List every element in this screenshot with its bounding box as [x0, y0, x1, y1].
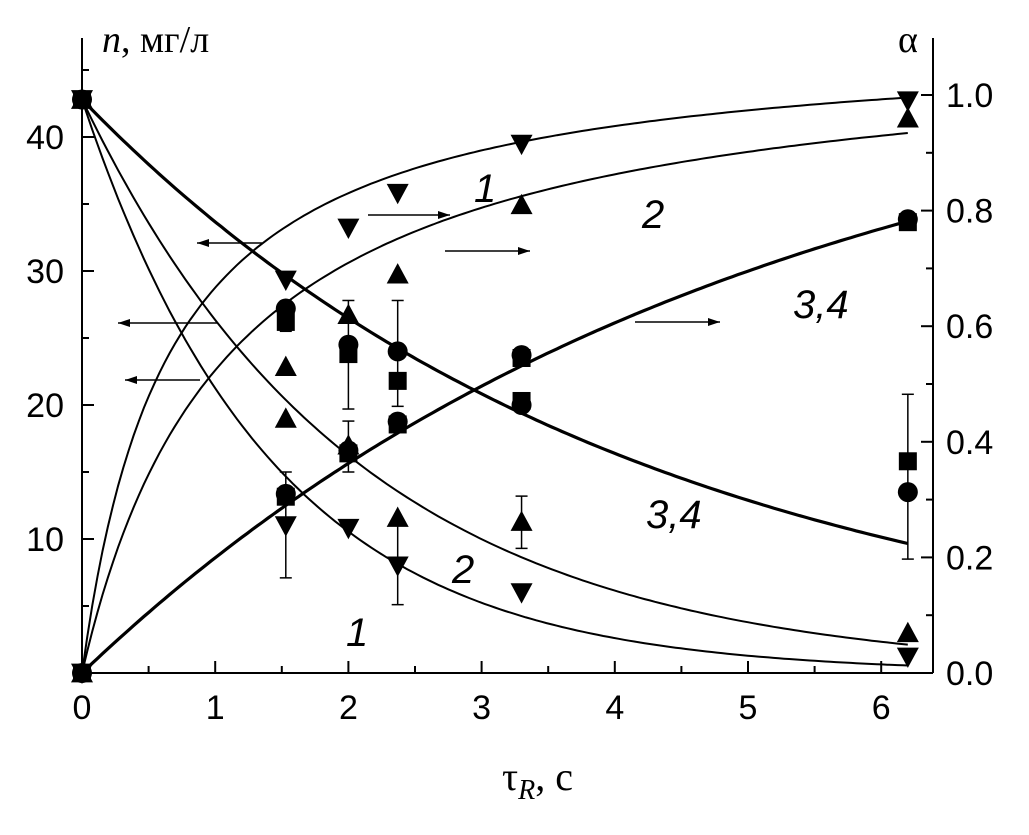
marker-triangle-up [274, 407, 297, 428]
marker-square [276, 487, 295, 506]
marker-square [898, 452, 917, 471]
arrow-head [118, 319, 130, 327]
data-markers [71, 88, 919, 684]
y-left-label: n, мг/л [102, 19, 209, 61]
fit-curves [80, 96, 909, 675]
arrow-head [438, 211, 450, 219]
axis-arrows [118, 211, 720, 384]
marker-triangle-down [896, 91, 919, 112]
marker-triangle-down [510, 583, 533, 604]
x-axis-label-unit: , с [535, 754, 573, 799]
y-left-tick-label: 20 [26, 387, 64, 425]
marker-square [339, 444, 358, 463]
arrow-head [518, 247, 530, 255]
tick-marks [81, 69, 933, 673]
y-right-tick-label: 1.0 [946, 77, 993, 115]
y-right-tick-label: 0.6 [946, 308, 993, 346]
x-tick-label: 5 [739, 689, 758, 727]
marker-triangle-down [386, 183, 409, 205]
curve-label-2-left: 2 [451, 548, 474, 592]
arrow-head [197, 239, 209, 247]
marker-triangle-down [274, 270, 297, 291]
marker-square [73, 90, 91, 109]
y-left-label-symbol: n [102, 19, 121, 61]
curve-label-2-right: 2 [641, 193, 664, 237]
x-axis-label-subscript: R [517, 775, 535, 806]
marker-square [276, 312, 295, 331]
y-right-tick-label: 0.8 [946, 193, 993, 231]
x-tick-label: 0 [73, 689, 92, 727]
curve-label-1-right: 1 [474, 167, 496, 211]
x-tick-label: 3 [472, 689, 491, 727]
fit-curve-n-2 [81, 99, 908, 646]
error-bars [279, 299, 914, 606]
marker-triangle-down [274, 516, 297, 537]
y-left-tick-label: 40 [26, 119, 64, 157]
arrow-head [125, 376, 137, 384]
axes-frame [81, 38, 934, 674]
marker-square [388, 371, 407, 390]
y-right-tick-label: 0.4 [946, 424, 993, 462]
fit-curve-alpha-1 [81, 96, 908, 674]
marker-triangle-up [896, 107, 919, 128]
fit-curve-n-1 [81, 99, 908, 667]
y-right-label: α [898, 19, 918, 61]
marker-triangle-up [386, 263, 409, 284]
y-left-tick-label: 10 [26, 521, 64, 559]
y-right-tick-label: 0.0 [946, 655, 993, 693]
arrow-head [708, 318, 720, 326]
x-axis-label-symbol: τ [502, 754, 518, 799]
fit-curve-alpha-34 [80, 219, 909, 675]
fit-curve-n-34 [80, 98, 909, 546]
marker-square [512, 348, 531, 367]
marker-triangle-up [510, 193, 533, 215]
y-left-tick-label: 30 [26, 253, 64, 291]
marker-triangle-down [896, 647, 919, 668]
curve-label-34-right: 3,4 [793, 283, 849, 327]
marker-triangle-up [337, 303, 360, 324]
x-tick-label: 1 [206, 689, 225, 727]
x-axis-label: τR, с [502, 754, 573, 806]
marker-triangle-up [510, 510, 533, 531]
marker-triangle-down [510, 134, 533, 156]
marker-circle [897, 482, 918, 503]
marker-circle [387, 341, 408, 362]
y-left-label-unit: , мг/л [121, 19, 209, 61]
marker-triangle-down [337, 218, 360, 239]
marker-square [73, 664, 91, 682]
marker-square [898, 213, 917, 232]
marker-square [512, 391, 531, 410]
x-tick-label: 2 [339, 689, 358, 727]
marker-triangle-up [386, 506, 409, 527]
x-tick-label: 6 [872, 689, 891, 727]
marker-triangle-up [274, 355, 297, 377]
marker-triangle-down [386, 556, 409, 577]
tick-labels: 0 1 2 3 4 5 6 10 20 30 40 0.0 0.2 0.4 0.6 0.8 1.0 [26, 77, 993, 727]
fit-curve-alpha-2 [81, 132, 908, 674]
marker-square [388, 415, 407, 434]
x-tick-label: 4 [605, 689, 624, 727]
marker-square [339, 345, 358, 364]
y-right-tick-label: 0.2 [946, 539, 993, 577]
curve-label-34-left: 3,4 [646, 493, 702, 537]
marker-triangle-down [337, 518, 360, 540]
marker-triangle-up [896, 621, 919, 643]
curve-label-1-left: 1 [346, 611, 368, 655]
